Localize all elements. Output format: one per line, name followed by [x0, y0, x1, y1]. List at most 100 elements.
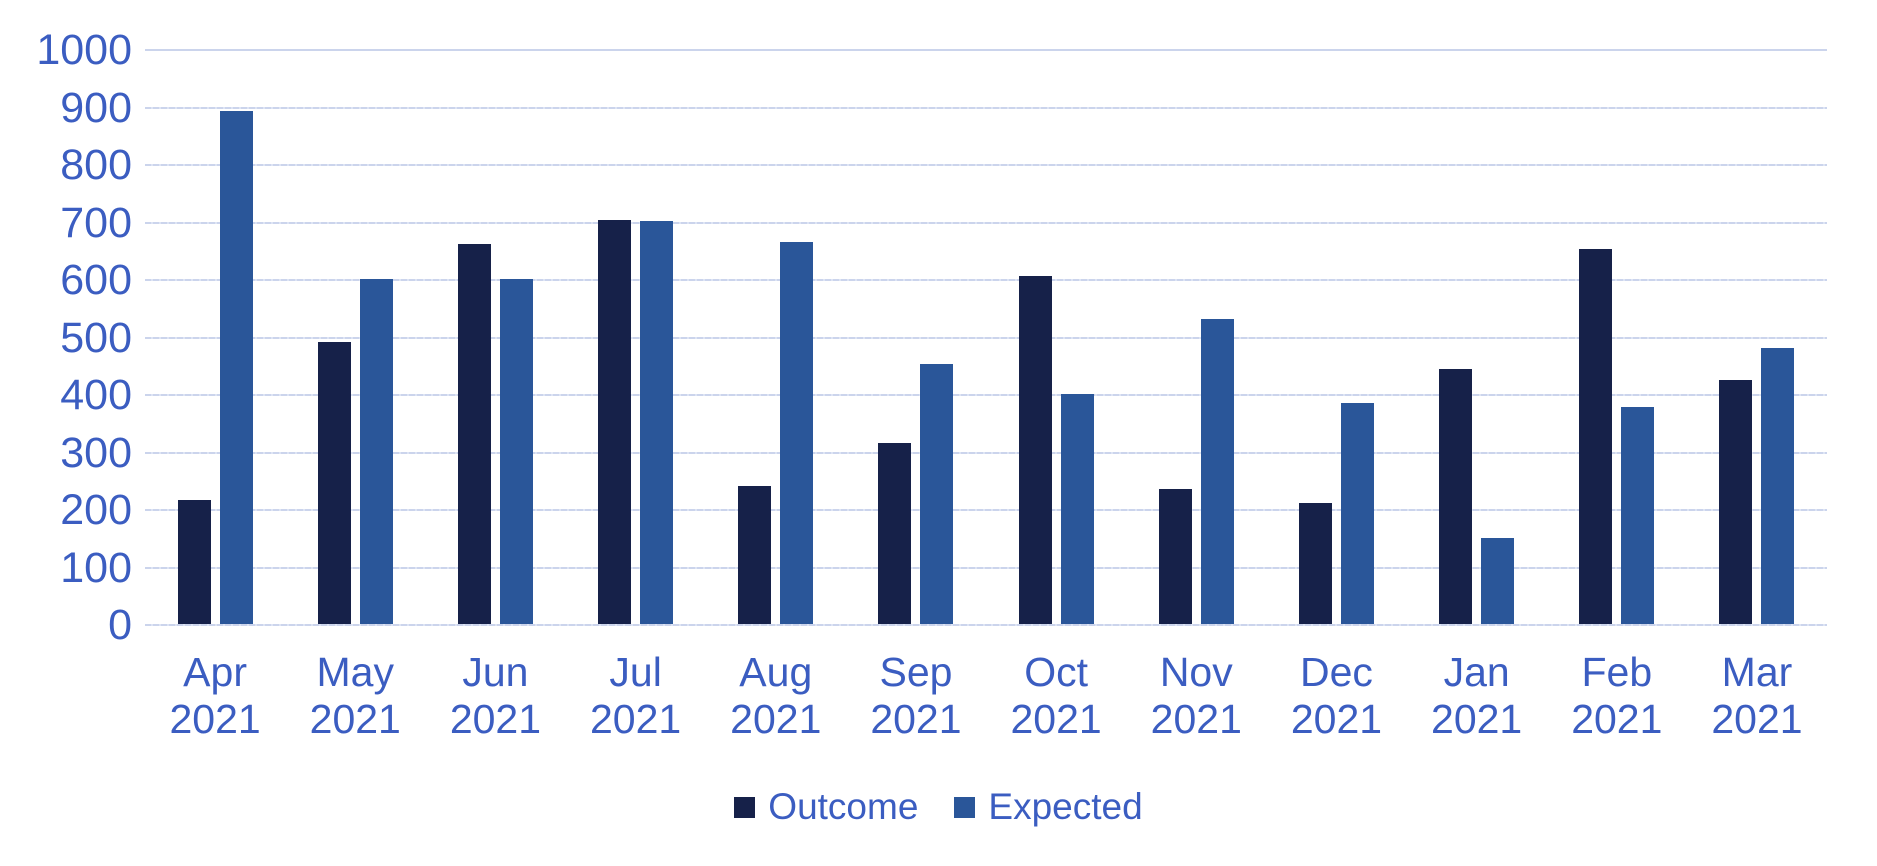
x-axis-label-month: Dec [1300, 649, 1373, 695]
x-axis-label-month: Mar [1721, 649, 1793, 695]
y-axis-tick-label-200: 200 [60, 486, 132, 534]
x-axis-label-jun-2021: Jun 2021 [425, 649, 565, 743]
x-axis-label-mar-2021: Mar 2021 [1687, 649, 1827, 743]
bar-group-nov-2021 [1126, 49, 1266, 624]
x-axis-label-month: Nov [1159, 649, 1233, 695]
y-axis-tick-label-900: 900 [60, 83, 132, 132]
bar-expected-nov-2021[interactable] [1200, 319, 1234, 624]
bar-outcome-oct-2021[interactable] [1018, 276, 1052, 624]
y-axis-tick-label-1000: 1000 [36, 26, 132, 74]
gridline-600 [145, 279, 1827, 281]
y-axis-tick-label-300: 300 [60, 428, 132, 477]
bar-group-sep-2021 [846, 49, 986, 624]
y-axis-tick-label-0: 0 [108, 601, 132, 649]
x-axis-label-month: Jan [1443, 649, 1510, 695]
x-axis-label-year: 2021 [730, 696, 822, 742]
bar-expected-apr-2021[interactable] [219, 111, 253, 624]
bar-expected-oct-2021[interactable] [1060, 394, 1094, 624]
bar-group-mar-2021 [1687, 49, 1827, 624]
bar-outcome-jan-2021[interactable] [1439, 369, 1473, 624]
x-axis-label-month: Apr [183, 649, 247, 695]
bar-group-feb-2021 [1547, 49, 1687, 624]
bar-group-may-2021 [285, 49, 425, 624]
x-axis-label-year: 2021 [870, 696, 962, 742]
x-axis-label-apr-2021: Apr 2021 [145, 649, 285, 743]
x-axis-label-month: Sep [879, 649, 953, 695]
y-axis-tick-label-100: 100 [60, 543, 132, 592]
bar-group-oct-2021 [986, 49, 1126, 624]
legend-swatch-expected-icon [954, 796, 976, 818]
x-axis-label-year: 2021 [1711, 696, 1803, 742]
plot-area [145, 49, 1827, 626]
gridline-400 [145, 394, 1827, 396]
x-axis-label-month: Jun [462, 649, 529, 695]
gridline-700 [145, 221, 1827, 224]
bar-expected-feb-2021[interactable] [1621, 407, 1655, 624]
x-axis-label-year: 2021 [169, 696, 261, 742]
legend-item-outcome[interactable]: Outcome [734, 786, 918, 828]
bar-outcome-feb-2021[interactable] [1579, 249, 1613, 624]
bars-layer [145, 49, 1827, 624]
bar-group-jan-2021 [1407, 49, 1547, 624]
bar-group-apr-2021 [145, 49, 285, 624]
x-axis-label-year: 2021 [1010, 696, 1102, 742]
x-axis-label-year: 2021 [1431, 696, 1523, 742]
bar-outcome-jul-2021[interactable] [598, 220, 632, 624]
bar-outcome-may-2021[interactable] [317, 342, 351, 624]
gridline-900 [145, 106, 1827, 109]
bar-outcome-sep-2021[interactable] [878, 443, 912, 624]
x-axis-label-jan-2021: Jan 2021 [1407, 649, 1547, 743]
x-axis-label-year: 2021 [309, 696, 401, 742]
x-axis-label-year: 2021 [449, 696, 542, 742]
bar-group-aug-2021 [706, 49, 846, 624]
bar-outcome-jun-2021[interactable] [457, 244, 491, 624]
bar-expected-dec-2021[interactable] [1340, 403, 1374, 624]
bar-outcome-nov-2021[interactable] [1158, 489, 1192, 624]
bar-outcome-mar-2021[interactable] [1719, 380, 1753, 624]
bar-expected-jun-2021[interactable] [499, 279, 533, 624]
gridline-500 [145, 336, 1827, 339]
x-axis-label-dec-2021: Dec 2021 [1266, 649, 1406, 743]
gridline-200 [145, 509, 1827, 511]
bar-group-jun-2021 [425, 49, 565, 624]
bar-outcome-apr-2021[interactable] [177, 500, 211, 624]
x-axis-label-sep-2021: Sep 2021 [846, 649, 986, 743]
x-axis-label-aug-2021: Aug 2021 [706, 649, 846, 743]
legend-label-expected: Expected [988, 786, 1143, 827]
x-axis-label-jul-2021: Jul 2021 [566, 649, 706, 743]
bar-outcome-dec-2021[interactable] [1298, 503, 1332, 624]
bar-expected-aug-2021[interactable] [780, 242, 814, 624]
bar-expected-may-2021[interactable] [359, 279, 393, 624]
bar-expected-jul-2021[interactable] [640, 221, 674, 624]
y-axis-tick-label-400: 400 [60, 371, 132, 419]
gridline-1000 [145, 49, 1827, 51]
x-axis-label-year: 2021 [1571, 696, 1663, 742]
x-axis-label-month: Jul [609, 649, 662, 695]
y-axis: 0 100 200 300 400 500 600 700 800 900 1000 [0, 26, 132, 649]
x-axis-label-may-2021: May 2021 [285, 649, 425, 743]
bar-expected-sep-2021[interactable] [920, 364, 954, 624]
x-axis-label-nov-2021: Nov 2021 [1126, 649, 1266, 743]
gridline-300 [145, 451, 1827, 454]
x-axis-label-year: 2021 [589, 696, 682, 742]
x-axis-label-year: 2021 [1150, 696, 1242, 742]
legend-swatch-outcome-icon [734, 796, 756, 818]
legend-item-expected[interactable]: Expected [954, 786, 1143, 828]
y-axis-tick-label-500: 500 [60, 313, 132, 362]
y-axis-tick-label-600: 600 [60, 256, 132, 304]
bar-group-dec-2021 [1266, 49, 1406, 624]
y-axis-tick-label-800: 800 [60, 141, 132, 189]
x-axis-label-month: Aug [739, 649, 813, 695]
y-axis-tick-label-700: 700 [60, 198, 132, 247]
x-axis: Apr 2021 May 2021 Jun 2021 Jul 2021 Aug 2021 Sep 20… [145, 649, 1827, 743]
gridline-800 [145, 164, 1827, 166]
bar-expected-jan-2021[interactable] [1481, 538, 1515, 624]
x-axis-label-month: Oct [1024, 649, 1089, 695]
x-axis-label-month: Feb [1581, 649, 1653, 695]
gridline-0 [145, 624, 1827, 626]
legend-label-outcome: Outcome [768, 786, 919, 827]
bar-expected-mar-2021[interactable] [1761, 348, 1795, 624]
x-axis-label-month: May [316, 649, 394, 695]
bar-outcome-aug-2021[interactable] [738, 486, 772, 624]
